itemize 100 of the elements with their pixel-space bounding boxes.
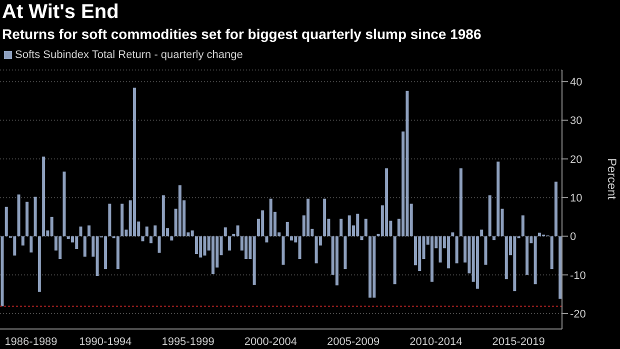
bar <box>116 236 120 270</box>
bar <box>534 236 537 284</box>
bar <box>17 194 20 236</box>
bar <box>158 236 161 253</box>
bar <box>199 236 202 258</box>
bar <box>178 185 182 236</box>
bar <box>154 225 157 236</box>
bar <box>447 236 450 268</box>
bar <box>21 236 24 246</box>
bar <box>406 90 409 236</box>
bar <box>83 236 86 257</box>
bar <box>170 236 174 240</box>
bar <box>430 236 434 282</box>
bar <box>480 230 484 236</box>
bar <box>224 227 227 236</box>
bar <box>488 195 492 236</box>
y-tick-label: 40 <box>570 76 582 88</box>
bar <box>323 198 326 236</box>
bar <box>290 236 294 240</box>
bar <box>455 236 458 264</box>
chart-subtitle: Returns for soft commodities set for biggest quarterly slump since 1986 <box>1 26 482 44</box>
bar <box>368 236 372 298</box>
bar <box>228 236 232 251</box>
y-tick-label: 20 <box>570 154 582 166</box>
bar <box>438 236 442 263</box>
chart-title: At Wit's End <box>1 0 120 25</box>
bar <box>360 236 364 240</box>
bar <box>340 218 343 236</box>
x-tick-label: 1990-1994 <box>79 336 132 348</box>
bar <box>550 236 554 270</box>
bar <box>50 216 54 236</box>
bar <box>261 210 264 236</box>
bar <box>75 236 78 249</box>
y-tick-label: 0 <box>570 231 576 244</box>
x-tick-label: 1986-1989 <box>4 336 58 348</box>
bar <box>42 156 46 236</box>
bar <box>96 236 99 276</box>
bar <box>282 236 285 265</box>
bar <box>418 236 422 272</box>
x-tick-label: 1995-1999 <box>162 336 214 348</box>
bar <box>298 236 302 260</box>
bar <box>286 222 289 236</box>
bar <box>459 168 462 236</box>
bar <box>504 236 508 280</box>
bar <box>145 226 148 236</box>
x-tick-label: 2000-2004 <box>244 336 297 348</box>
bar <box>13 236 16 256</box>
bar <box>141 236 144 242</box>
bar <box>38 236 41 292</box>
bar <box>364 218 368 236</box>
bar <box>385 168 388 236</box>
bar <box>344 236 347 270</box>
bar <box>4 206 8 236</box>
x-tick-label: 2015-2019 <box>492 336 545 348</box>
bar <box>451 232 454 236</box>
legend-label: Softs Subindex Total Return - quarterly change <box>14 48 243 62</box>
bar <box>244 236 248 260</box>
bar <box>372 236 376 298</box>
bar <box>492 236 496 240</box>
bar <box>393 236 396 284</box>
bar <box>314 236 318 264</box>
bar <box>306 198 310 236</box>
bar <box>150 236 153 244</box>
bar <box>104 236 108 270</box>
bar <box>66 236 70 239</box>
bar <box>521 215 524 236</box>
bar <box>496 162 500 236</box>
y-tick-label: -10 <box>570 270 586 282</box>
bar <box>236 225 240 236</box>
y-tick-label: 10 <box>570 192 582 204</box>
x-tick-label: 2010-2014 <box>410 336 462 348</box>
bar <box>108 204 112 236</box>
bar <box>265 236 268 242</box>
bar <box>30 236 33 252</box>
bar <box>190 230 194 236</box>
bar <box>252 236 256 285</box>
bar <box>132 88 136 236</box>
bar <box>348 215 351 236</box>
bar <box>203 236 206 256</box>
bar <box>513 236 516 292</box>
bar <box>335 236 338 286</box>
bar <box>558 236 562 299</box>
bar <box>0 236 4 306</box>
bar <box>476 236 479 289</box>
bar <box>58 236 62 260</box>
bar <box>88 225 91 236</box>
bar <box>356 214 360 236</box>
y-tick-label: 30 <box>570 115 582 128</box>
bar <box>538 232 541 236</box>
bar <box>211 236 214 274</box>
bar <box>526 236 529 275</box>
bar <box>162 195 165 236</box>
bar <box>62 172 66 236</box>
bar <box>26 202 29 236</box>
bar <box>484 236 488 265</box>
bar <box>120 204 124 236</box>
bar <box>194 236 198 254</box>
bar <box>79 226 82 236</box>
x-tick-label: 2005-2009 <box>327 336 380 348</box>
y-axis-title: Percent <box>604 158 619 200</box>
